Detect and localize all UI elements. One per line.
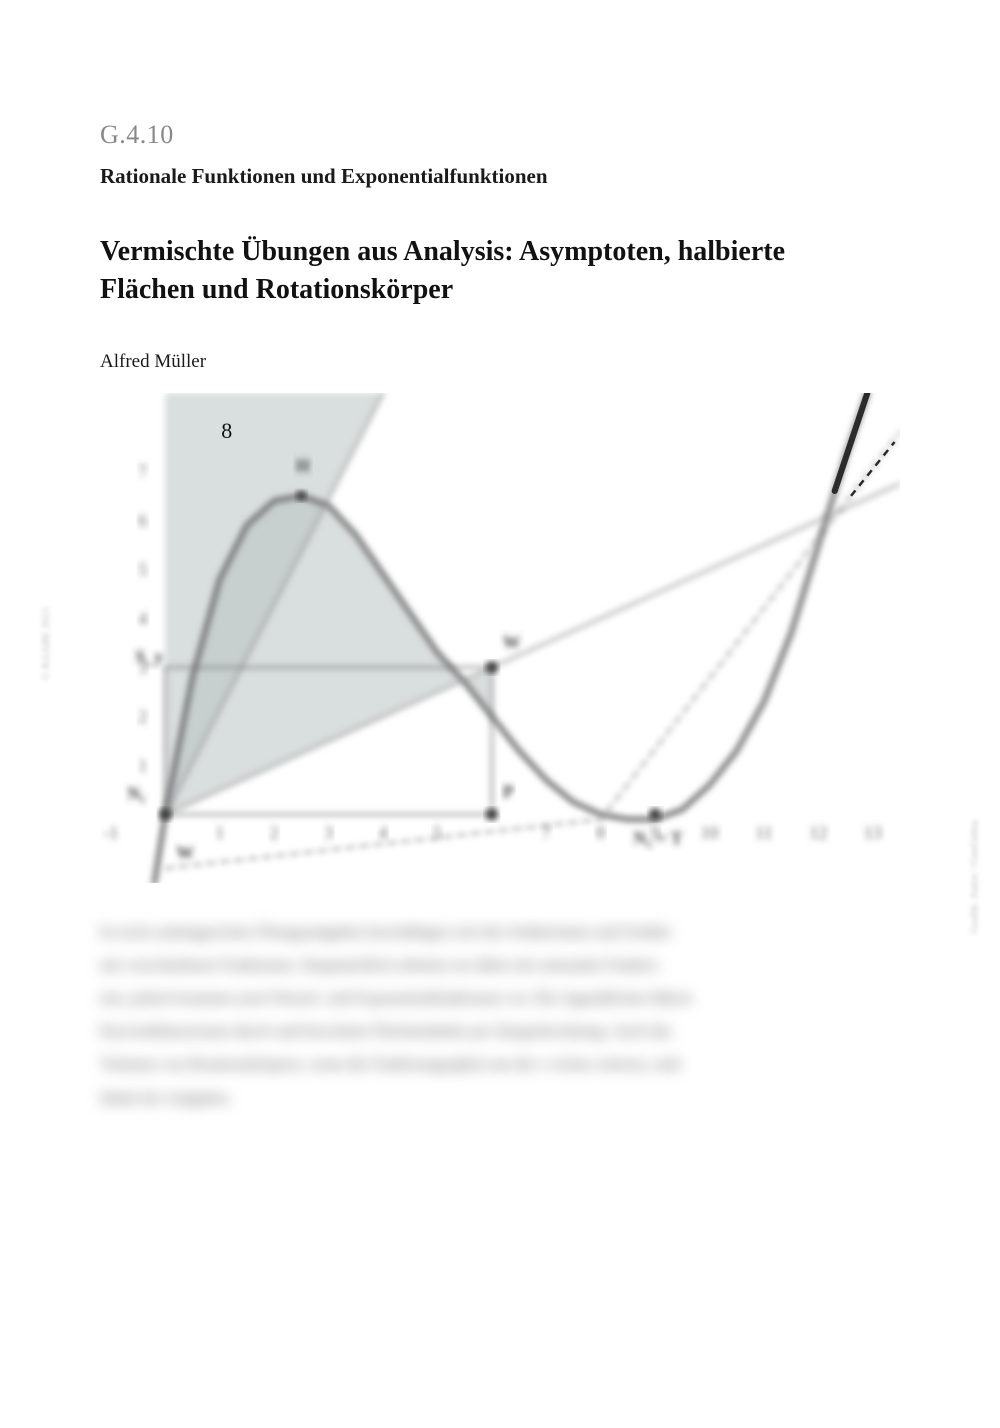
svg-text:3: 3: [324, 822, 333, 842]
svg-text:6: 6: [138, 510, 147, 530]
svg-text:S_y: S_y: [135, 646, 163, 666]
svg-text:4: 4: [378, 822, 387, 842]
svg-text:13: 13: [864, 822, 882, 842]
svg-text:N₂ = T: N₂ = T: [633, 827, 682, 847]
svg-text:7: 7: [542, 822, 551, 842]
section-number: G.4.10: [100, 120, 900, 150]
svg-text:5: 5: [433, 822, 442, 842]
svg-text:2: 2: [138, 706, 147, 726]
svg-text:N₁: N₁: [127, 783, 145, 803]
svg-text:W: W: [176, 842, 194, 862]
graphic-credit-label: Grafik: Autor / GeoGebra: [968, 820, 980, 933]
svg-text:-1: -1: [103, 822, 118, 842]
svg-text:H: H: [296, 455, 310, 475]
svg-text:P: P: [503, 781, 514, 801]
svg-text:4: 4: [138, 608, 147, 628]
svg-text:7: 7: [138, 461, 147, 481]
svg-text:5: 5: [138, 559, 147, 579]
svg-text:11: 11: [755, 822, 772, 842]
svg-text:10: 10: [701, 822, 719, 842]
subtitle: Rationale Funktionen und Exponentialfunk…: [100, 164, 900, 189]
page-title: Vermischte Übungen aus Analysis: Asympto…: [100, 233, 860, 309]
svg-text:W: W: [503, 631, 521, 651]
svg-text:12: 12: [809, 822, 827, 842]
body-text-blurred: In sechs umfangreichen Übungsaufgaben be…: [100, 919, 890, 1112]
svg-text:8: 8: [596, 822, 605, 842]
svg-text:1: 1: [138, 755, 147, 775]
copyright-label: © RAABE 2021: [40, 607, 52, 680]
author: Alfred Müller: [100, 351, 900, 373]
svg-text:2: 2: [270, 822, 279, 842]
ytick-8: 8: [221, 418, 232, 444]
svg-text:1: 1: [215, 822, 224, 842]
function-chart: 7654321-11234578910111213N₁HWPN₂ = TWS_y…: [100, 393, 900, 883]
